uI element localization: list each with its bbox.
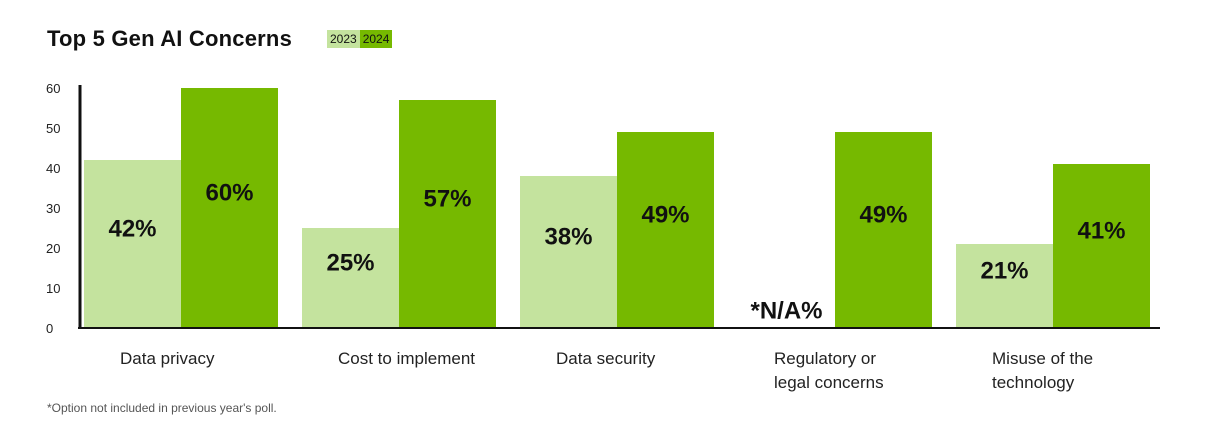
legend: 2023 2024 <box>327 30 393 48</box>
data-label: 41% <box>1077 217 1125 244</box>
bar-2023 <box>520 176 617 328</box>
bar-2023 <box>956 244 1053 328</box>
category-label: Misuse of the <box>992 349 1093 368</box>
data-label: 38% <box>544 223 592 250</box>
bar-2024 <box>181 88 278 328</box>
y-tick-label: 10 <box>46 281 60 296</box>
chart-title: Top 5 Gen AI Concerns <box>47 26 293 51</box>
legend-2023: 2023 <box>327 30 360 48</box>
data-label: *N/A% <box>750 297 822 324</box>
category-label: Regulatory or <box>774 349 876 368</box>
data-label: 25% <box>326 249 374 276</box>
bar-2024 <box>617 132 714 328</box>
footnote: *Option not included in previous year's … <box>47 401 277 415</box>
category-label: Cost to implement <box>338 349 475 368</box>
category-label: legal concerns <box>774 373 884 392</box>
y-tick-label: 50 <box>46 121 60 136</box>
data-label: 49% <box>641 201 689 228</box>
data-label: 60% <box>205 179 253 206</box>
category-label: Data privacy <box>120 349 215 368</box>
bar-2024 <box>835 132 932 328</box>
bar-2023 <box>84 160 181 328</box>
bar-2023 <box>302 228 399 328</box>
data-label: 42% <box>108 215 156 242</box>
data-label: 49% <box>859 201 907 228</box>
data-label: 57% <box>423 185 471 212</box>
y-tick-label: 20 <box>46 241 60 256</box>
legend-2024: 2024 <box>359 30 393 48</box>
category-label: Data security <box>556 349 656 368</box>
y-tick-label: 30 <box>46 201 60 216</box>
bar-2024 <box>1053 164 1150 328</box>
y-tick-label: 0 <box>46 321 53 336</box>
data-label: 21% <box>980 257 1028 284</box>
y-tick-label: 60 <box>46 81 60 96</box>
category-label: technology <box>992 373 1075 392</box>
bar-2024 <box>399 100 496 328</box>
y-tick-label: 40 <box>46 161 60 176</box>
